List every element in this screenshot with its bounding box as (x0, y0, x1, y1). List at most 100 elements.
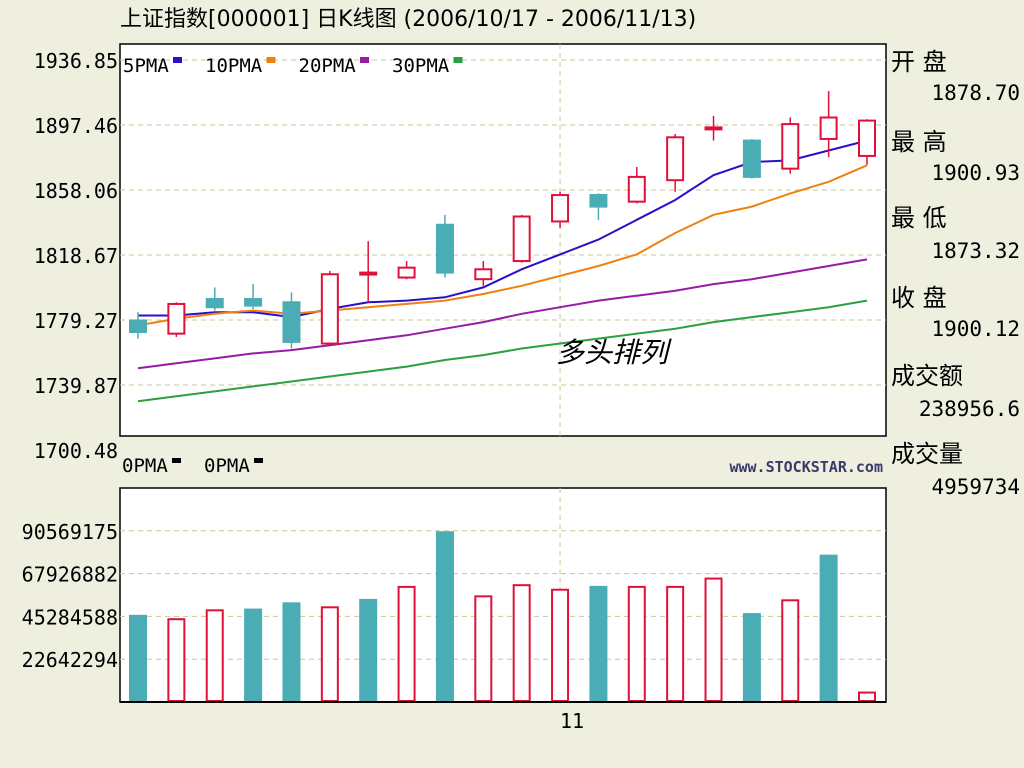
candle-body (244, 297, 263, 307)
candle-body (704, 126, 723, 131)
quote-info-value: 1873.32 (931, 239, 1020, 263)
ma-line-30pma (137, 299, 868, 403)
quote-info-label: 收 盘 (891, 284, 947, 312)
quote-info-value: 1900.12 (931, 317, 1020, 341)
volume-legend-swatch (172, 458, 181, 463)
candle-body (819, 116, 838, 140)
legend-label: 5PMA (123, 55, 169, 77)
candle-body (666, 136, 685, 182)
candle (129, 312, 147, 339)
candle (858, 119, 876, 165)
quote-info-label: 成交量 (891, 440, 963, 468)
volume-bar (167, 618, 186, 702)
price-panel (119, 43, 887, 437)
watermark: www.STOCKSTAR.com (729, 458, 883, 476)
price-tick-label: 1858.06 (34, 179, 118, 203)
candle (589, 193, 608, 220)
candle-body (781, 123, 800, 170)
candle (819, 91, 838, 158)
ma-line-10pma (137, 164, 868, 327)
candle (320, 270, 339, 346)
volume-bar (819, 554, 838, 703)
price-tick-label: 1700.48 (34, 439, 118, 463)
volume-bar (205, 609, 224, 703)
volume-bar (781, 599, 800, 702)
candle (627, 166, 646, 204)
volume-bar (244, 608, 263, 703)
quote-info-label: 开 盘 (891, 48, 947, 76)
candle-body (320, 273, 339, 345)
candle (742, 138, 761, 179)
volume-legend: 0PMA 0PMA (122, 455, 263, 477)
candle (397, 261, 416, 280)
candle (551, 191, 570, 229)
volume-bar (666, 585, 685, 702)
candle-body (474, 268, 493, 281)
candle-body (512, 215, 531, 263)
candle-body (282, 301, 301, 343)
quote-info-label: 最 高 (891, 128, 947, 156)
volume-bar (320, 606, 339, 703)
volume-tick-label: 45284588 (22, 605, 118, 629)
volume-bar (627, 585, 646, 702)
volume-bar (474, 595, 493, 703)
volume-bar (359, 598, 378, 702)
legend-label: 30PMA (392, 55, 450, 77)
chart-title: 上证指数[000001] 日K线图 (2006/10/17 - 2006/11/… (120, 7, 696, 32)
x-axis-label: 11 (560, 709, 584, 733)
volume-bar (589, 585, 608, 702)
quote-info-value: 4959734 (931, 475, 1020, 499)
annotation-label: 多头排列 (556, 336, 672, 369)
volume-tick-label: 90569175 (22, 520, 118, 544)
candle-body (129, 319, 147, 333)
candle (704, 115, 723, 141)
price-legend: 5PMA 10PMA 20PMA 30PMA (123, 55, 463, 77)
volume-bar (129, 614, 147, 702)
volume-tick-label: 67926882 (22, 563, 118, 587)
volume-panel (119, 487, 887, 703)
candle-body (435, 223, 454, 274)
candlesticks (129, 91, 876, 349)
candle-body (551, 194, 570, 223)
candle (167, 302, 186, 337)
price-tick-label: 1779.27 (34, 309, 118, 333)
quote-info-value: 1900.93 (931, 161, 1020, 185)
candle (474, 261, 493, 286)
quote-info-label: 最 低 (891, 204, 947, 232)
legend-label: 10PMA (205, 55, 263, 77)
volume-bar (512, 584, 531, 703)
price-axis: 1936.85 1897.46 1858.06 1818.67 1779.27 1739.… (34, 49, 118, 463)
price-tick-label: 1936.85 (34, 49, 118, 73)
quote-info-value: 238956.6 (919, 397, 1020, 421)
candle-body (359, 271, 378, 276)
volume-tick-label: 22642294 (22, 648, 118, 672)
ma-line-20pma (137, 258, 868, 370)
legend-label: 20PMA (299, 55, 357, 77)
legend-swatch (453, 57, 463, 63)
candle-body (167, 302, 186, 335)
volume-axis: 90569175 67926882 45284588 22642294 (22, 520, 118, 672)
volume-legend-label: 0PMA (204, 455, 250, 477)
price-tick-label: 1739.87 (34, 374, 118, 398)
candle (781, 117, 800, 174)
volume-bar (397, 585, 416, 702)
volume-bar (704, 577, 723, 702)
candle (666, 134, 685, 192)
quote-info-value: 1878.70 (931, 81, 1020, 105)
volume-legend-swatch (254, 458, 263, 463)
candle-body (627, 175, 646, 203)
price-tick-label: 1897.46 (34, 114, 118, 138)
volume-legend-label: 0PMA (122, 455, 168, 477)
candle (359, 241, 378, 303)
volume-bar (435, 531, 454, 703)
candle-body (397, 266, 416, 279)
legend-swatch (266, 57, 276, 63)
quote-info-panel: 开 盘 1878.70 最 高 1900.93 最 低 1873.32 收 盘 1900.12… (891, 48, 1020, 499)
candle (435, 214, 454, 278)
candle-body (858, 119, 876, 157)
candle (205, 287, 224, 311)
price-grid (120, 44, 886, 436)
candle-body (205, 297, 224, 309)
candle-body (589, 194, 608, 208)
